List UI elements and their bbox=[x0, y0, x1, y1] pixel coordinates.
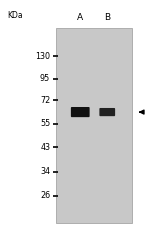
Text: A: A bbox=[77, 13, 83, 22]
Text: 26: 26 bbox=[40, 192, 50, 200]
Text: 34: 34 bbox=[40, 167, 50, 176]
FancyBboxPatch shape bbox=[99, 108, 115, 116]
Text: 130: 130 bbox=[35, 52, 50, 61]
Text: B: B bbox=[104, 13, 110, 22]
FancyBboxPatch shape bbox=[71, 107, 90, 117]
Text: 55: 55 bbox=[40, 119, 50, 128]
Text: 95: 95 bbox=[40, 74, 50, 83]
Bar bbox=[56, 28, 132, 223]
Text: 72: 72 bbox=[40, 96, 50, 105]
Text: 43: 43 bbox=[40, 143, 50, 152]
Text: KDa: KDa bbox=[7, 11, 23, 20]
